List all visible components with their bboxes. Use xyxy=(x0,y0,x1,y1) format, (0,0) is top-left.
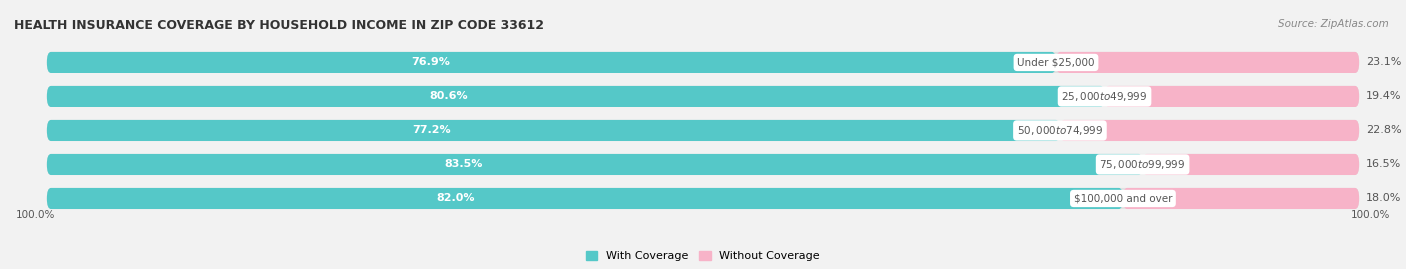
FancyBboxPatch shape xyxy=(1060,120,1360,141)
FancyBboxPatch shape xyxy=(46,154,1143,175)
Text: 100.0%: 100.0% xyxy=(15,210,55,220)
Text: 76.9%: 76.9% xyxy=(411,58,450,68)
Text: Under $25,000: Under $25,000 xyxy=(1018,58,1095,68)
FancyBboxPatch shape xyxy=(46,154,1360,175)
Text: $25,000 to $49,999: $25,000 to $49,999 xyxy=(1062,90,1147,103)
FancyBboxPatch shape xyxy=(46,86,1105,107)
Text: 19.4%: 19.4% xyxy=(1365,91,1402,101)
FancyBboxPatch shape xyxy=(1056,52,1360,73)
FancyBboxPatch shape xyxy=(46,52,1360,73)
Text: 16.5%: 16.5% xyxy=(1365,160,1400,169)
FancyBboxPatch shape xyxy=(1123,188,1360,209)
Text: 23.1%: 23.1% xyxy=(1365,58,1400,68)
FancyBboxPatch shape xyxy=(46,86,1360,107)
Text: 82.0%: 82.0% xyxy=(436,193,475,203)
Text: 77.2%: 77.2% xyxy=(412,125,451,136)
FancyBboxPatch shape xyxy=(1143,154,1360,175)
Text: 80.6%: 80.6% xyxy=(429,91,468,101)
Text: 83.5%: 83.5% xyxy=(444,160,482,169)
Text: $75,000 to $99,999: $75,000 to $99,999 xyxy=(1099,158,1185,171)
Text: HEALTH INSURANCE COVERAGE BY HOUSEHOLD INCOME IN ZIP CODE 33612: HEALTH INSURANCE COVERAGE BY HOUSEHOLD I… xyxy=(14,19,544,32)
Text: 100.0%: 100.0% xyxy=(1351,210,1391,220)
FancyBboxPatch shape xyxy=(1105,86,1360,107)
FancyBboxPatch shape xyxy=(46,120,1060,141)
FancyBboxPatch shape xyxy=(46,188,1123,209)
FancyBboxPatch shape xyxy=(46,188,1360,209)
Text: 22.8%: 22.8% xyxy=(1365,125,1402,136)
FancyBboxPatch shape xyxy=(46,52,1056,73)
Text: $100,000 and over: $100,000 and over xyxy=(1074,193,1173,203)
Text: 18.0%: 18.0% xyxy=(1365,193,1400,203)
FancyBboxPatch shape xyxy=(46,120,1360,141)
Legend: With Coverage, Without Coverage: With Coverage, Without Coverage xyxy=(582,246,824,266)
Text: $50,000 to $74,999: $50,000 to $74,999 xyxy=(1017,124,1104,137)
Text: Source: ZipAtlas.com: Source: ZipAtlas.com xyxy=(1278,19,1389,29)
